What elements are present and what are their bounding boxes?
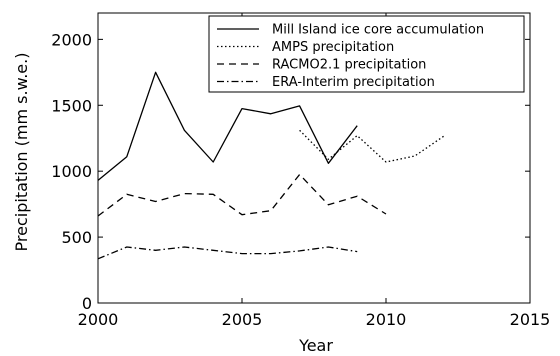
x-tick-label: 2000: [78, 310, 119, 329]
y-tick-label: 500: [61, 228, 92, 247]
y-tick-label: 1500: [51, 96, 92, 115]
legend-box: [208, 15, 525, 93]
series-line-4: [97, 246, 358, 260]
x-tick-label: 2015: [510, 310, 551, 329]
y-axis-label: Precipitation (mm s.w.e.): [12, 53, 31, 252]
x-tick-label: 2010: [366, 310, 407, 329]
series-layer: [97, 71, 444, 260]
legend-label-1: Mill Island ice core accumulation: [272, 23, 484, 38]
series-line-3: [97, 173, 387, 217]
y-tick-label: 1000: [51, 162, 92, 181]
legend-label-2: AMPS precipitation: [272, 40, 394, 55]
x-axis-label: Year: [298, 336, 333, 355]
y-tick-label: 2000: [51, 30, 92, 49]
series-line-2: [299, 129, 444, 163]
legend: Mill Island ice core accumulation AMPS pr…: [208, 15, 525, 93]
legend-label-3: RACMO2.1 precipitation: [272, 58, 426, 73]
plot-frame: [97, 12, 531, 304]
x-axis: 2000 2005 2010 2015: [78, 13, 551, 329]
legend-label-4: ERA-Interim precipitation: [272, 75, 435, 90]
x-tick-label: 2005: [222, 310, 263, 329]
series-line-1: [97, 71, 358, 181]
y-tick-label: 0: [82, 294, 92, 313]
plot-area: [97, 12, 531, 304]
y-axis: 0 500 1000 1500 2000: [51, 30, 530, 313]
